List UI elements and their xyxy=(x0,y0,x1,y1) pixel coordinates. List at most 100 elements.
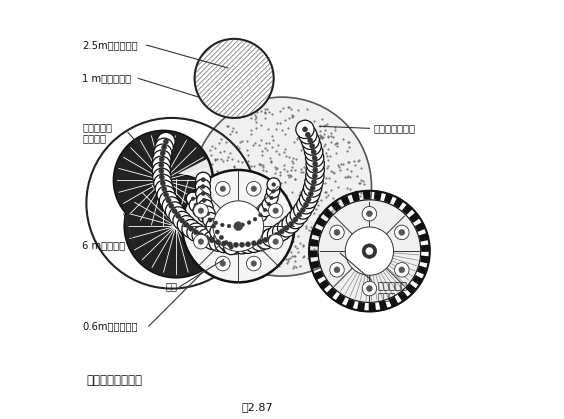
Polygon shape xyxy=(316,217,326,226)
Circle shape xyxy=(306,167,324,185)
Circle shape xyxy=(233,235,251,254)
Circle shape xyxy=(157,132,175,151)
Circle shape xyxy=(198,209,201,212)
Circle shape xyxy=(303,137,321,155)
Circle shape xyxy=(247,221,251,225)
Polygon shape xyxy=(323,208,332,218)
Circle shape xyxy=(196,186,211,201)
Circle shape xyxy=(258,213,262,217)
Polygon shape xyxy=(309,239,318,246)
Circle shape xyxy=(160,181,165,186)
Circle shape xyxy=(297,212,302,217)
Circle shape xyxy=(306,197,311,202)
Circle shape xyxy=(152,162,170,181)
Circle shape xyxy=(221,223,224,227)
Circle shape xyxy=(303,179,322,197)
Circle shape xyxy=(196,172,211,187)
Circle shape xyxy=(306,149,324,167)
Circle shape xyxy=(310,143,315,149)
Circle shape xyxy=(220,261,226,266)
Circle shape xyxy=(193,203,208,218)
Circle shape xyxy=(306,155,324,173)
Circle shape xyxy=(367,285,372,292)
Circle shape xyxy=(224,240,239,255)
Circle shape xyxy=(267,178,280,191)
Text: 常绿和落叶
植物混杂: 常绿和落叶 植物混杂 xyxy=(82,122,112,143)
Circle shape xyxy=(114,131,213,230)
Circle shape xyxy=(262,228,280,247)
Circle shape xyxy=(191,197,195,201)
Circle shape xyxy=(215,256,230,271)
Polygon shape xyxy=(394,198,403,207)
Polygon shape xyxy=(341,195,349,205)
Circle shape xyxy=(279,229,284,234)
Circle shape xyxy=(215,218,229,232)
Circle shape xyxy=(299,126,317,144)
Circle shape xyxy=(302,184,320,203)
Circle shape xyxy=(251,261,257,266)
Circle shape xyxy=(157,186,175,204)
Circle shape xyxy=(395,225,409,240)
Circle shape xyxy=(302,127,307,132)
Polygon shape xyxy=(331,201,340,210)
Circle shape xyxy=(192,97,372,276)
Polygon shape xyxy=(336,295,345,304)
Circle shape xyxy=(203,213,217,226)
Circle shape xyxy=(214,221,218,225)
Polygon shape xyxy=(352,192,359,201)
Circle shape xyxy=(229,245,233,249)
Circle shape xyxy=(274,232,279,237)
Circle shape xyxy=(246,256,261,271)
Circle shape xyxy=(268,234,283,249)
Polygon shape xyxy=(390,297,398,307)
Circle shape xyxy=(203,212,218,228)
Circle shape xyxy=(399,267,405,273)
Circle shape xyxy=(257,231,275,249)
Circle shape xyxy=(212,224,215,228)
Circle shape xyxy=(273,208,279,213)
Circle shape xyxy=(198,208,204,213)
Circle shape xyxy=(189,198,202,212)
Polygon shape xyxy=(421,256,429,263)
Circle shape xyxy=(258,203,272,217)
Circle shape xyxy=(299,190,318,209)
Circle shape xyxy=(193,204,206,217)
Circle shape xyxy=(179,218,184,223)
Circle shape xyxy=(197,209,211,222)
Circle shape xyxy=(307,138,313,143)
Circle shape xyxy=(305,173,323,191)
Circle shape xyxy=(152,156,170,174)
Circle shape xyxy=(220,186,226,191)
Circle shape xyxy=(318,200,421,303)
Circle shape xyxy=(208,218,213,222)
Circle shape xyxy=(240,242,245,247)
Circle shape xyxy=(254,208,267,222)
Text: 庭荫树用于
主景树: 庭荫树用于 主景树 xyxy=(378,280,408,301)
Polygon shape xyxy=(312,228,321,236)
Polygon shape xyxy=(115,132,206,229)
Circle shape xyxy=(159,163,164,168)
Circle shape xyxy=(215,234,233,253)
Circle shape xyxy=(272,222,291,241)
Circle shape xyxy=(194,203,197,207)
Text: 植物丛相互迭交: 植物丛相互迭交 xyxy=(373,123,416,133)
Text: 1 m高常绿灌木: 1 m高常绿灌木 xyxy=(82,73,131,83)
Text: 0.6m高落叶灌木: 0.6m高落叶灌木 xyxy=(82,321,138,331)
Circle shape xyxy=(198,239,204,244)
Polygon shape xyxy=(310,261,319,269)
Circle shape xyxy=(153,150,171,168)
Circle shape xyxy=(311,179,316,185)
Polygon shape xyxy=(369,303,375,311)
Circle shape xyxy=(186,192,200,205)
Polygon shape xyxy=(418,266,427,274)
Circle shape xyxy=(153,144,172,163)
Circle shape xyxy=(312,173,318,178)
Circle shape xyxy=(203,231,221,249)
Polygon shape xyxy=(346,300,354,309)
Circle shape xyxy=(154,174,172,192)
Circle shape xyxy=(193,234,208,249)
Circle shape xyxy=(160,151,165,156)
Circle shape xyxy=(334,267,340,273)
Circle shape xyxy=(201,184,205,189)
Circle shape xyxy=(169,203,174,209)
